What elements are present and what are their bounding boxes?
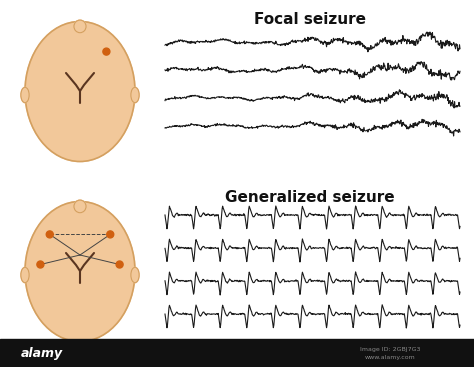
Text: alamy: alamy — [21, 346, 63, 360]
Ellipse shape — [74, 200, 86, 213]
Ellipse shape — [25, 201, 135, 342]
Ellipse shape — [25, 22, 135, 161]
Ellipse shape — [131, 267, 139, 283]
Bar — [0, 339, 474, 367]
Circle shape — [103, 48, 110, 55]
Text: Focal seizure: Focal seizure — [254, 12, 366, 27]
Text: www.alamy.com: www.alamy.com — [365, 355, 415, 360]
Ellipse shape — [21, 87, 29, 103]
Ellipse shape — [131, 87, 139, 103]
Text: Image ID: 2GBJ7G3: Image ID: 2GBJ7G3 — [360, 346, 420, 352]
Ellipse shape — [74, 20, 86, 33]
Ellipse shape — [21, 267, 29, 283]
Circle shape — [37, 261, 44, 268]
Text: Generalized seizure: Generalized seizure — [225, 190, 395, 205]
Circle shape — [107, 231, 114, 238]
Circle shape — [116, 261, 123, 268]
Circle shape — [46, 231, 53, 238]
